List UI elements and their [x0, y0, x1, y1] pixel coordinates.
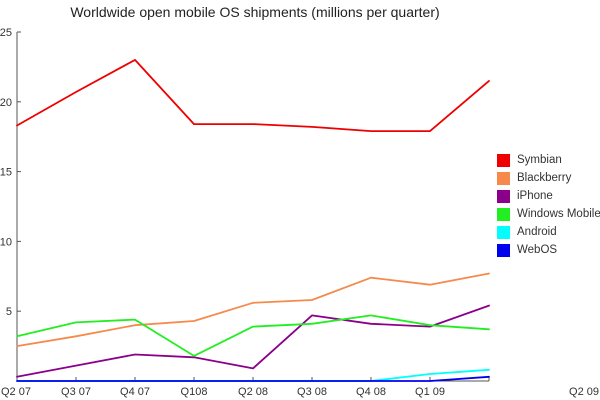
series-line-iphone	[16, 304, 490, 378]
legend-label: iPhone	[517, 190, 553, 202]
legend-item-iphone: iPhone	[497, 187, 600, 205]
chart-title: Worldwide open mobile OS shipments (mill…	[70, 4, 440, 20]
y-tick-label: 20	[0, 97, 12, 109]
legend-swatch	[497, 225, 510, 239]
x-tick-label: Q1 09	[415, 386, 445, 398]
y-tick-label: 25	[0, 27, 12, 39]
series-line-webos	[16, 375, 490, 382]
x-tick-label: Q4 08	[356, 386, 386, 398]
legend-swatch	[497, 153, 510, 167]
legend-label: WebOS	[517, 244, 558, 256]
x-tick-label: Q3 07	[61, 386, 91, 398]
legend-item-windows-mobile: Windows Mobile	[497, 205, 600, 223]
series-line-blackberry	[16, 272, 490, 348]
x-tick-label: Q108	[181, 386, 208, 398]
y-tick-label: 15	[0, 167, 12, 179]
legend-swatch	[497, 171, 510, 185]
x-tick-label: Q2 08	[238, 386, 268, 398]
y-tick-label: 10	[0, 236, 12, 248]
legend-swatch	[497, 243, 510, 257]
legend-label: Symbian	[517, 154, 562, 166]
legend-item-webos: WebOS	[497, 241, 600, 259]
series-line-symbian	[16, 59, 490, 133]
chart-legend: Symbian Blackberry iPhone Windows Mobile And…	[497, 151, 600, 259]
x-tick-label: Q3 08	[297, 386, 327, 398]
legend-label: Blackberry	[517, 172, 572, 184]
legend-label: Windows Mobile	[517, 208, 600, 220]
legend-item-android: Android	[497, 223, 600, 241]
series-line-windows-mobile	[16, 314, 490, 357]
legend-item-blackberry: Blackberry	[497, 169, 600, 187]
legend-swatch	[497, 207, 510, 221]
x-tick-label: Q2 07	[1, 386, 31, 398]
legend-label: Android	[517, 226, 557, 238]
x-tick-label: Q2 09	[569, 386, 599, 398]
x-tick-label: Q4 07	[120, 386, 150, 398]
legend-item-symbian: Symbian	[497, 151, 600, 169]
y-tick-label: 5	[6, 306, 12, 318]
legend-swatch	[497, 189, 510, 203]
